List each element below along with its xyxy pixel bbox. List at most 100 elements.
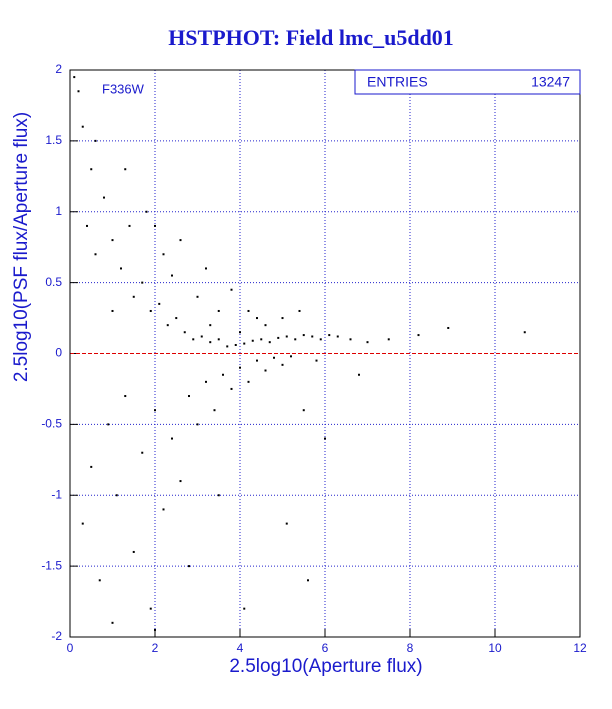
point	[387, 338, 390, 341]
point	[90, 465, 93, 468]
point	[281, 363, 284, 366]
point	[302, 334, 305, 337]
point	[73, 76, 76, 79]
point	[230, 288, 233, 291]
y-tick-label: 2	[55, 62, 62, 76]
y-tick-label: 1.5	[45, 133, 62, 147]
point	[336, 335, 339, 338]
point	[273, 356, 275, 359]
x-tick-label: 6	[322, 641, 329, 655]
x-tick-label: 12	[573, 641, 587, 655]
point	[141, 451, 144, 454]
chart-title: HSTPHOT: Field lmc_u5dd01	[168, 25, 454, 50]
point	[243, 342, 246, 345]
point	[171, 437, 173, 440]
point	[226, 345, 229, 348]
point	[328, 334, 331, 337]
point	[154, 224, 156, 227]
point	[230, 387, 233, 390]
y-tick-label: -1	[51, 487, 62, 501]
point	[349, 338, 352, 341]
x-axis-label: 2.5log10(Aperture flux)	[229, 656, 422, 677]
point	[324, 437, 326, 440]
point	[264, 324, 267, 327]
point	[209, 341, 212, 344]
point	[149, 309, 152, 312]
point	[183, 331, 186, 334]
point	[447, 326, 450, 329]
point	[175, 317, 178, 320]
point	[132, 295, 135, 298]
point	[162, 253, 165, 256]
point	[256, 317, 258, 320]
point	[205, 380, 207, 383]
point	[281, 317, 284, 320]
stats-box	[354, 69, 581, 95]
point	[192, 338, 195, 341]
stats-label: ENTRIES	[367, 74, 428, 90]
point	[260, 338, 263, 341]
point	[264, 369, 267, 372]
point	[239, 331, 241, 334]
point	[115, 494, 118, 497]
point	[171, 274, 173, 277]
stats-value: 13247	[531, 74, 570, 90]
x-tick-label: 2	[152, 641, 159, 655]
point	[315, 359, 318, 362]
point	[217, 309, 220, 312]
point	[103, 196, 105, 199]
point	[86, 224, 88, 227]
point	[94, 139, 97, 142]
point	[196, 423, 199, 426]
point	[141, 281, 144, 284]
y-tick-label: -2	[51, 629, 62, 643]
annotation: F336W	[102, 81, 145, 96]
point	[243, 607, 246, 610]
point	[188, 395, 190, 398]
point	[217, 338, 220, 341]
point	[209, 324, 212, 327]
y-tick-label: 0.5	[45, 275, 62, 289]
point	[145, 210, 148, 213]
point	[222, 373, 224, 376]
point	[94, 253, 97, 256]
point	[81, 522, 84, 525]
point	[217, 494, 220, 497]
point	[154, 409, 156, 412]
point	[77, 90, 80, 93]
point	[107, 423, 110, 426]
plot-frame	[69, 69, 581, 638]
point	[179, 480, 182, 483]
point	[277, 336, 280, 339]
point	[120, 267, 122, 270]
point	[166, 324, 169, 327]
point	[307, 579, 309, 582]
point	[111, 621, 114, 624]
x-tick-label: 10	[488, 641, 502, 655]
point	[268, 341, 271, 344]
x-tick-label: 0	[67, 641, 74, 655]
point	[90, 168, 93, 171]
point	[179, 239, 182, 242]
y-tick-label: -1.5	[41, 558, 62, 572]
point	[311, 335, 314, 338]
y-tick-label: 1	[55, 204, 62, 218]
point	[251, 339, 254, 342]
point	[149, 607, 152, 610]
point	[247, 380, 250, 383]
point	[132, 550, 135, 553]
point	[285, 335, 288, 338]
point	[124, 395, 127, 398]
point	[154, 628, 156, 631]
point	[294, 338, 297, 341]
point	[162, 508, 165, 511]
point	[239, 366, 241, 369]
point	[247, 309, 250, 312]
y-tick-label: -0.5	[41, 417, 62, 431]
point	[128, 224, 131, 227]
point	[290, 355, 292, 358]
point	[366, 341, 369, 344]
point	[523, 331, 526, 334]
